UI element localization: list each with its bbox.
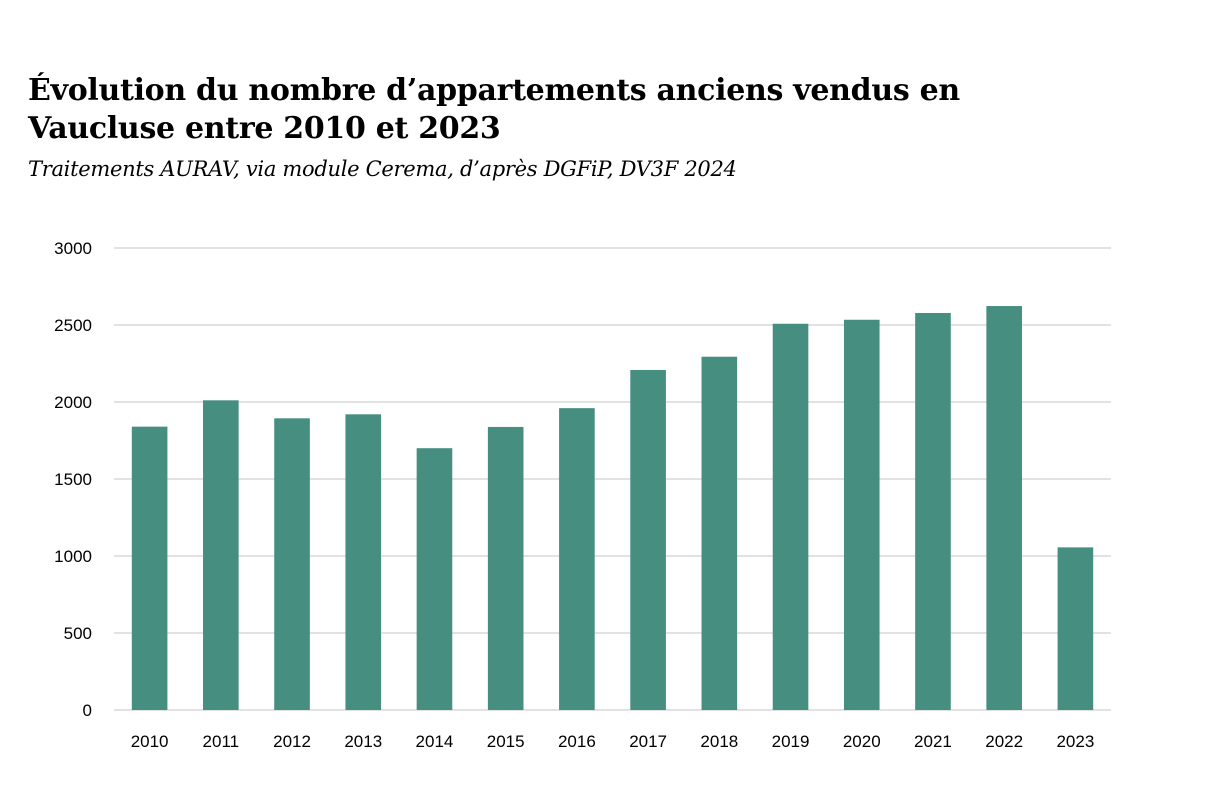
bar-2017 bbox=[630, 369, 666, 710]
x-tick-label: 2020 bbox=[843, 732, 881, 751]
x-tick-label: 2011 bbox=[203, 732, 240, 751]
x-tick-label: 2022 bbox=[985, 732, 1023, 751]
x-axis-tick-labels: 2010 2011 2012 2013 2014 2015 2016 2017 2018 2019… bbox=[131, 732, 1095, 751]
bar-2018 bbox=[701, 356, 738, 710]
bar-2020 bbox=[843, 319, 880, 710]
chart-subtitle: Traitements AURAV, via module Cerema, d’… bbox=[28, 157, 737, 181]
x-tick-label: 2010 bbox=[131, 732, 169, 751]
y-tick-label: 1000 bbox=[54, 547, 92, 566]
y-tick-label: 0 bbox=[83, 701, 92, 720]
x-tick-label: 2017 bbox=[629, 732, 667, 751]
bar-2013 bbox=[345, 414, 382, 710]
chart-title-line-1: Évolution du nombre d’appartements ancie… bbox=[28, 73, 960, 108]
chart-title-line-2: Vaucluse entre 2010 et 2023 bbox=[28, 111, 501, 146]
x-tick-label: 2021 bbox=[914, 732, 952, 751]
chart-title: Évolution du nombre d’appartements ancie… bbox=[28, 72, 1128, 148]
x-tick-label: 2013 bbox=[344, 732, 382, 751]
bar-2014 bbox=[416, 448, 453, 710]
y-axis-tick-labels: 0 500 1000 1500 2000 2500 3000 bbox=[54, 239, 92, 720]
x-tick-label: 2019 bbox=[772, 732, 810, 751]
bar-2023 bbox=[1057, 547, 1094, 710]
x-tick-label: 2023 bbox=[1056, 732, 1094, 751]
bar-2012 bbox=[274, 418, 310, 710]
bar-2011 bbox=[203, 400, 239, 710]
y-tick-label: 2500 bbox=[54, 316, 92, 335]
y-tick-label: 3000 bbox=[54, 239, 92, 258]
bars bbox=[131, 306, 1094, 710]
bar-2016 bbox=[559, 408, 595, 710]
bar-2021 bbox=[915, 312, 951, 710]
y-tick-label: 500 bbox=[64, 624, 92, 643]
x-tick-label: 2016 bbox=[558, 732, 596, 751]
y-tick-label: 2000 bbox=[54, 393, 92, 412]
bar-2015 bbox=[487, 426, 524, 710]
x-tick-label: 2018 bbox=[700, 732, 738, 751]
bar-2010 bbox=[131, 426, 168, 710]
x-tick-label: 2014 bbox=[416, 732, 454, 751]
bar-2019 bbox=[772, 323, 809, 710]
x-tick-label: 2012 bbox=[273, 732, 311, 751]
x-tick-label: 2015 bbox=[487, 732, 525, 751]
y-tick-label: 1500 bbox=[54, 470, 92, 489]
bar-2022 bbox=[986, 306, 1022, 710]
gridlines bbox=[114, 247, 1111, 711]
